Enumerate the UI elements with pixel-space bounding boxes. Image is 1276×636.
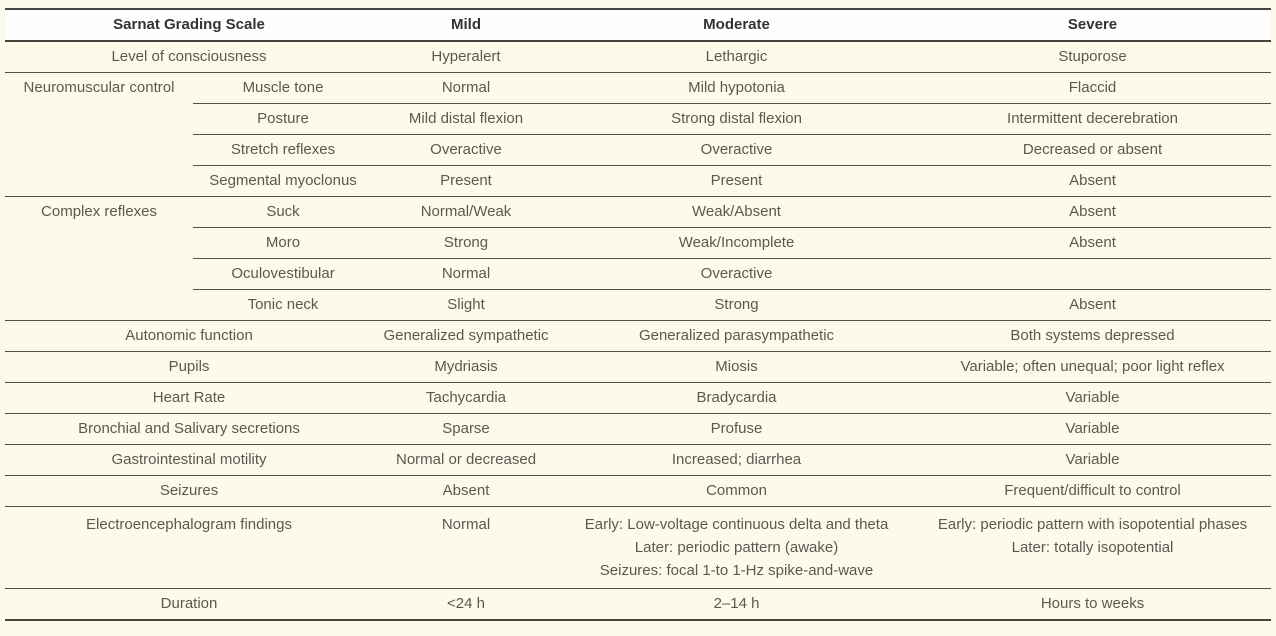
cell-moderate: Profuse: [559, 413, 915, 445]
cell-mild: Absent: [373, 475, 560, 507]
cell-mild: Strong: [373, 227, 560, 259]
cell-mild: Normal: [373, 72, 560, 104]
row-label: Bronchial and Salivary secretions: [5, 413, 374, 445]
group-label-neuromuscular-control: Neuromuscular control: [5, 72, 193, 197]
row-duration: Duration <24 h 2–14 h Hours to weeks: [5, 588, 1272, 621]
row-sublabel: Muscle tone: [193, 72, 374, 104]
cell-moderate: Strong distal flexion: [559, 103, 915, 135]
row-posture: Posture Mild distal flexion Strong dista…: [5, 103, 1272, 135]
col-header-severe: Severe: [914, 8, 1272, 42]
cell-moderate: Strong: [559, 289, 915, 321]
eeg-moderate-line-early: Early: Low-voltage continuous delta and …: [584, 516, 889, 533]
cell-moderate: Weak/Absent: [559, 196, 915, 228]
eeg-moderate-line-later: Later: periodic pattern (awake): [634, 539, 839, 556]
cell-severe: Variable: [914, 382, 1272, 414]
row-pupils: Pupils Mydriasis Miosis Variable; often …: [5, 351, 1272, 383]
row-moro: Moro Strong Weak/Incomplete Absent: [5, 227, 1272, 259]
row-label: Autonomic function: [5, 320, 374, 352]
eeg-severe-line-early: Early: periodic pattern with isopotentia…: [937, 516, 1248, 533]
row-stretch-reflexes: Stretch reflexes Overactive Overactive D…: [5, 134, 1272, 166]
cell-severe: Hours to weeks: [914, 588, 1272, 621]
cell-severe: Both systems depressed: [914, 320, 1272, 352]
row-label: Heart Rate: [5, 382, 374, 414]
cell-severe: Variable: [914, 413, 1272, 445]
cell-mild: Normal/Weak: [373, 196, 560, 228]
row-autonomic-function: Autonomic function Generalized sympathet…: [5, 320, 1272, 352]
cell-severe: Absent: [914, 289, 1272, 321]
cell-severe: Absent: [914, 165, 1272, 197]
eeg-severe-line-later: Later: totally isopotential: [1011, 539, 1174, 556]
cell-severe: Frequent/difficult to control: [914, 475, 1272, 507]
cell-moderate: Common: [559, 475, 915, 507]
cell-moderate: Weak/Incomplete: [559, 227, 915, 259]
cell-severe: Absent: [914, 227, 1272, 259]
row-sublabel: Moro: [193, 227, 374, 259]
cell-moderate: Present: [559, 165, 915, 197]
cell-severe: Variable: [914, 444, 1272, 476]
row-suck: Complex reflexes Suck Normal/Weak Weak/A…: [5, 196, 1272, 321]
cell-mild: Hyperalert: [373, 41, 560, 73]
row-label: Electroencephalogram findings: [5, 506, 374, 589]
row-sublabel: Stretch reflexes: [193, 134, 374, 166]
cell-moderate: Increased; diarrhea: [559, 444, 915, 476]
cell-mild: Mydriasis: [373, 351, 560, 383]
col-header-mild: Mild: [373, 8, 560, 42]
row-label: Pupils: [5, 351, 374, 383]
cell-severe: Variable; often unequal; poor light refl…: [914, 351, 1272, 383]
row-sublabel: Suck: [193, 196, 374, 228]
cell-moderate: Generalized parasympathetic: [559, 320, 915, 352]
cell-mild: Sparse: [373, 413, 560, 445]
cell-mild: Slight: [373, 289, 560, 321]
cell-severe: [914, 258, 1272, 290]
cell-moderate: Overactive: [559, 134, 915, 166]
cell-mild: Tachycardia: [373, 382, 560, 414]
group-label-complex-reflexes: Complex reflexes: [5, 196, 193, 321]
cell-severe: Early: periodic pattern with isopotentia…: [914, 506, 1272, 589]
cell-mild: Overactive: [373, 134, 560, 166]
row-level-of-consciousness: Level of consciousness Hyperalert Lethar…: [5, 41, 1272, 73]
cell-mild: Generalized sympathetic: [373, 320, 560, 352]
cell-mild: Present: [373, 165, 560, 197]
row-label: Level of consciousness: [5, 41, 374, 73]
cell-mild: Mild distal flexion: [373, 103, 560, 135]
cell-severe: Intermittent decerebration: [914, 103, 1272, 135]
row-seizures: Seizures Absent Common Frequent/difficul…: [5, 475, 1272, 507]
cell-moderate: Lethargic: [559, 41, 915, 73]
row-label: Seizures: [5, 475, 374, 507]
cell-moderate: Overactive: [559, 258, 915, 290]
row-tonic-neck: Tonic neck Slight Strong Absent: [5, 289, 1272, 321]
eeg-moderate-line-seizures: Seizures: focal 1-to 1-Hz spike-and-wave: [599, 562, 874, 579]
cell-mild: Normal: [373, 258, 560, 290]
row-electroencephalogram-findings: Electroencephalogram findings Normal Ear…: [5, 506, 1272, 589]
cell-severe: Stuporose: [914, 41, 1272, 73]
cell-moderate: Early: Low-voltage continuous delta and …: [559, 506, 915, 589]
cell-severe: Decreased or absent: [914, 134, 1272, 166]
row-muscle-tone: Neuromuscular control Muscle tone Normal…: [5, 72, 1272, 197]
col-header-scale: Sarnat Grading Scale: [5, 8, 374, 42]
cell-mild: Normal or decreased: [373, 444, 560, 476]
row-sublabel: Oculovestibular: [193, 258, 374, 290]
cell-moderate: Mild hypotonia: [559, 72, 915, 104]
row-gastrointestinal-motility: Gastrointestinal motility Normal or decr…: [5, 444, 1272, 476]
col-header-moderate: Moderate: [559, 8, 915, 42]
cell-mild: <24 h: [373, 588, 560, 621]
sarnat-grading-table: Sarnat Grading Scale Mild Moderate Sever…: [5, 8, 1272, 621]
cell-severe: Flaccid: [914, 72, 1272, 104]
row-segmental-myoclonus: Segmental myoclonus Present Present Abse…: [5, 165, 1272, 197]
row-bronchial-salivary-secretions: Bronchial and Salivary secretions Sparse…: [5, 413, 1272, 445]
cell-mild: Normal: [373, 506, 560, 589]
header-row: Sarnat Grading Scale Mild Moderate Sever…: [5, 8, 1272, 42]
row-heart-rate: Heart Rate Tachycardia Bradycardia Varia…: [5, 382, 1272, 414]
cell-severe: Absent: [914, 196, 1272, 228]
row-label: Gastrointestinal motility: [5, 444, 374, 476]
cell-moderate: Miosis: [559, 351, 915, 383]
row-sublabel: Posture: [193, 103, 374, 135]
cell-moderate: 2–14 h: [559, 588, 915, 621]
cell-moderate: Bradycardia: [559, 382, 915, 414]
row-sublabel: Segmental myoclonus: [193, 165, 374, 197]
row-label: Duration: [5, 588, 374, 621]
row-sublabel: Tonic neck: [193, 289, 374, 321]
row-oculovestibular: Oculovestibular Normal Overactive: [5, 258, 1272, 290]
